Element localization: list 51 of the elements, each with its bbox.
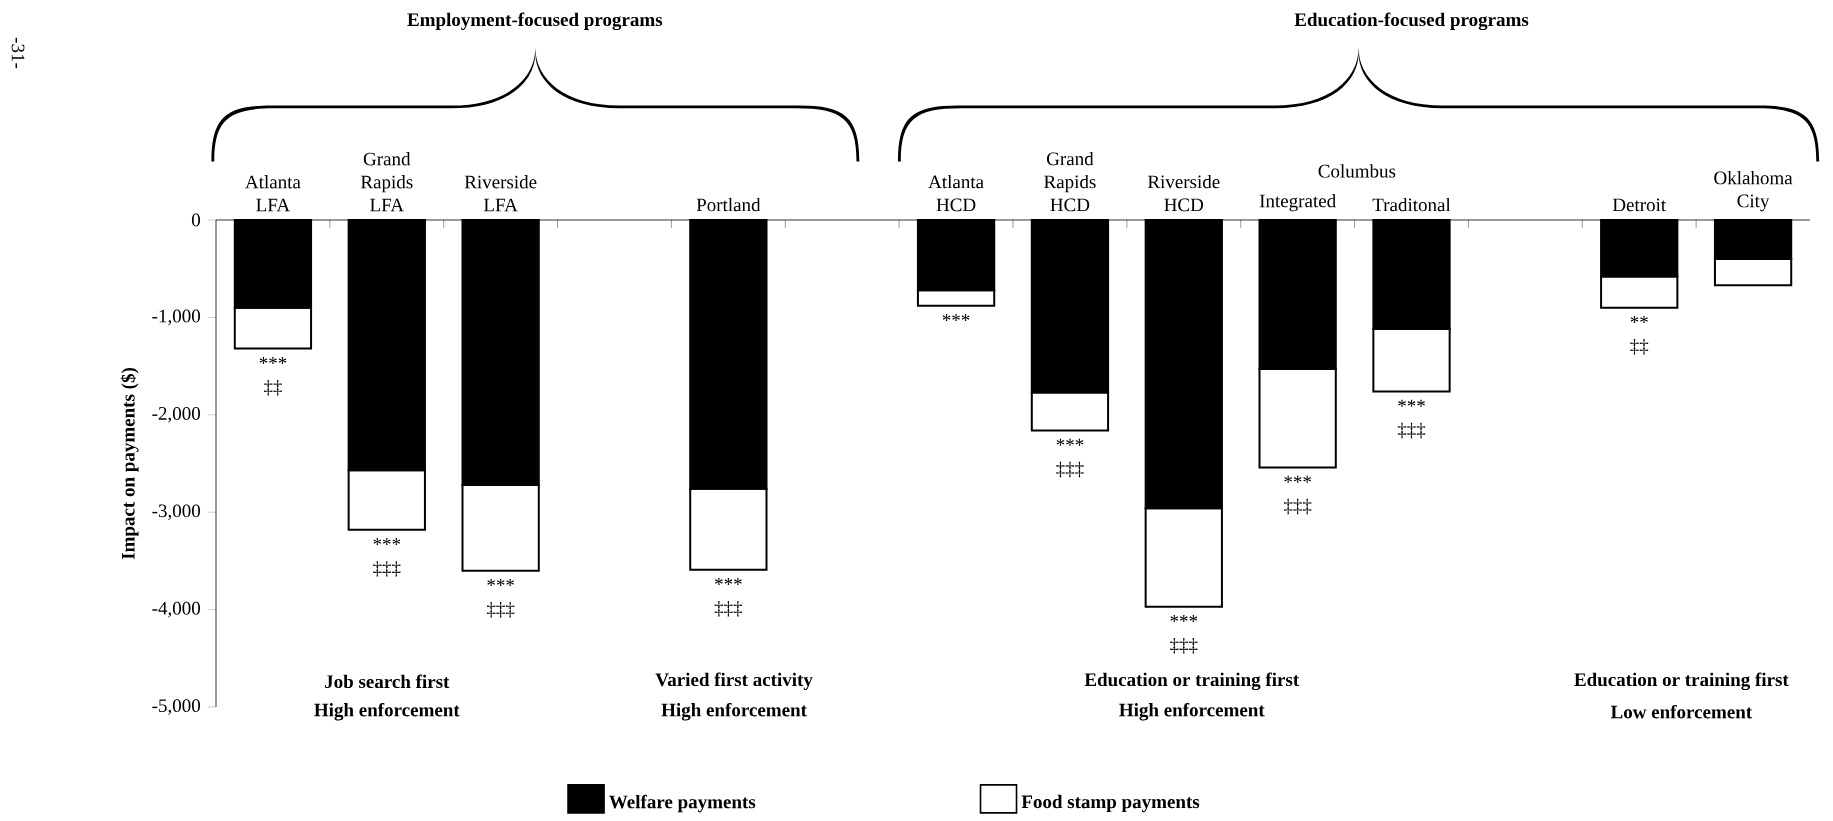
annotation: Low enforcement <box>1610 704 1753 719</box>
legend-label: Food stamp payments <box>1021 794 1200 813</box>
y-tick-label: -3,000 <box>152 504 201 520</box>
annotation: *** <box>373 538 401 546</box>
text: Education-focused programs <box>1294 12 1529 31</box>
annotation: Education or training first <box>1084 672 1300 691</box>
annotation: ‡‡‡ <box>1397 422 1426 439</box>
x-tick-label: Atlanta HCD <box>928 174 984 212</box>
annotation: ** <box>1630 316 1648 324</box>
annotation: *** <box>1284 475 1311 483</box>
annotation: ‡‡ <box>264 379 282 396</box>
x-tick-label: Riverside LFA <box>464 175 537 212</box>
x-tick-label: Oklahoma City <box>1714 170 1793 212</box>
y-tick-label: -4,000 <box>152 601 201 618</box>
annotation: *** <box>942 314 970 322</box>
annotation: Job search first <box>325 674 450 689</box>
annotation: *** <box>259 356 287 364</box>
annotation: *** <box>1170 615 1198 623</box>
x-tick-label: Detroit <box>1612 198 1667 212</box>
annotation: High enforcement <box>314 702 460 721</box>
annotation: High enforcement <box>661 702 807 721</box>
annotation: High enforcement <box>1119 702 1265 721</box>
y-tick-label: -5,000 <box>152 699 201 715</box>
x-tick-label: Atlanta LFA <box>245 175 301 212</box>
y-tick-label: 0 <box>191 213 201 227</box>
annotation: ‡‡‡ <box>1284 498 1312 515</box>
text: -31- <box>11 37 25 69</box>
annotation: ‡‡‡ <box>1056 461 1084 478</box>
annotation: ‡‡ <box>1630 339 1649 355</box>
y-axis-title: Impact on payments ($) <box>120 368 139 560</box>
legend-label: Welfare payments <box>609 794 756 813</box>
text: Employment-focused programs <box>407 12 663 31</box>
annotation: *** <box>715 578 742 586</box>
annotation: ‡‡‡ <box>373 561 401 577</box>
y-tick-label: -2,000 <box>152 407 201 423</box>
text: Columbus <box>1318 164 1396 178</box>
annotation: Education or training first <box>1574 672 1789 691</box>
x-tick-label: Traditonal <box>1372 197 1451 212</box>
y-tick-label: -1,000 <box>152 309 201 326</box>
x-tick-label: Integrated <box>1259 193 1336 212</box>
x-tick-label: Grand Rapids LFA <box>360 152 413 212</box>
x-tick-label: Riverside HCD <box>1147 174 1220 212</box>
x-tick-label: Grand Rapids HCD <box>1044 151 1096 212</box>
x-tick-label: Portland <box>696 197 761 212</box>
annotation: ‡‡‡ <box>486 602 515 618</box>
annotation: *** <box>487 579 514 586</box>
annotation: ‡‡‡ <box>1170 638 1198 654</box>
annotation: ‡‡‡ <box>714 601 743 617</box>
annotation: *** <box>1056 438 1084 446</box>
annotation: *** <box>1398 399 1425 407</box>
annotation: Varied first activity <box>655 672 813 691</box>
